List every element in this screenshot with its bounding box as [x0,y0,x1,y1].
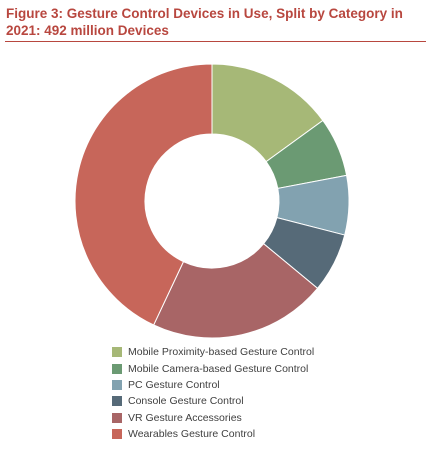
legend-label: Mobile Proximity-based Gesture Control [128,346,315,359]
legend-label: Mobile Camera-based Gesture Control [128,362,309,375]
legend-label: PC Gesture Control [128,378,220,391]
slice-wearables-gesture-control [74,63,213,326]
legend-swatch [112,363,122,374]
title-divider [5,41,426,42]
legend-label: VR Gesture Accessories [128,411,242,424]
legend-item-wearables-gesture-control: Wearables Gesture Control [112,426,314,442]
legend-swatch [112,379,122,390]
chart-legend: Mobile Proximity-based Gesture Control Mo… [112,344,314,442]
legend-label: Console Gesture Control [128,395,244,408]
legend-label: Wearables Gesture Control [128,428,256,441]
legend-item-mobile-proximity-based-gesture-control: Mobile Proximity-based Gesture Control [112,344,314,360]
legend-item-pc-gesture-control: PC Gesture Control [112,377,314,393]
legend-swatch [112,396,122,407]
chart-title: Figure 3: Gesture Control Devices in Use… [6,6,403,38]
legend-item-mobile-camera-based-gesture-control: Mobile Camera-based Gesture Control [112,360,314,376]
legend-item-console-gesture-control: Console Gesture Control [112,393,314,409]
legend-swatch [112,412,122,423]
legend-swatch [112,429,122,440]
legend-item-vr-gesture-accessories: VR Gesture Accessories [112,410,314,426]
legend-swatch [112,347,122,358]
slice-vr-gesture-accessories [153,243,319,339]
